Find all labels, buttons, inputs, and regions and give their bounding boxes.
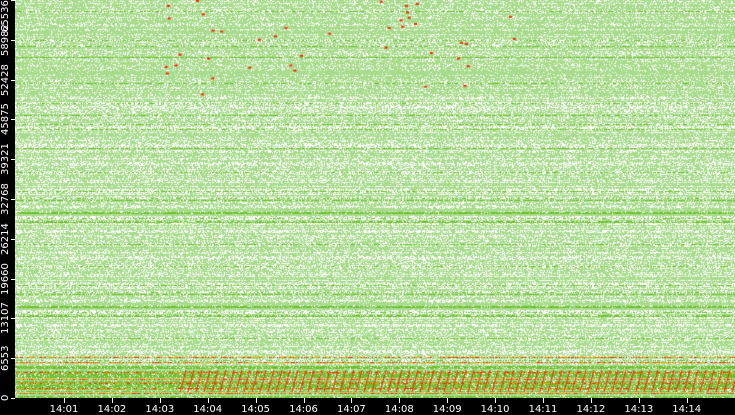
- x-tick-label: 14:01: [49, 404, 79, 415]
- x-tick-label: 14:12: [576, 404, 606, 415]
- y-tick-label: 19660: [0, 262, 11, 295]
- x-tick-mark: [159, 398, 161, 403]
- y-tick-label: 65536: [0, 0, 11, 32]
- x-tick-mark: [207, 398, 209, 403]
- y-tick-label: 0: [0, 394, 11, 401]
- x-tick-mark: [255, 398, 257, 403]
- x-tick-mark: [590, 398, 592, 403]
- x-tick-mark: [111, 398, 113, 403]
- x-tick-label: 14:09: [432, 404, 462, 415]
- y-tick-label: 32768: [0, 183, 11, 215]
- x-tick-label: 14:11: [528, 404, 558, 415]
- x-tick-label: 14:13: [624, 404, 654, 415]
- x-tick-mark: [543, 398, 544, 403]
- y-tick-mark: [11, 199, 15, 200]
- y-tick-mark: [11, 159, 15, 161]
- x-tick-mark: [64, 398, 65, 403]
- x-tick-mark: [495, 398, 497, 403]
- y-tick-label: 13107: [0, 302, 11, 335]
- x-tick-mark: [303, 398, 305, 403]
- x-tick-label: 14:03: [145, 404, 175, 415]
- y-tick-mark: [11, 398, 15, 399]
- x-tick-label: 14:02: [97, 404, 127, 415]
- x-tick-mark: [447, 398, 449, 403]
- x-tick-label: 14:10: [480, 404, 510, 415]
- x-tick-label: 14:08: [384, 404, 414, 415]
- x-tick-mark: [399, 398, 401, 403]
- y-tick-mark: [11, 278, 15, 280]
- y-tick-label: 52428: [0, 63, 11, 96]
- y-tick-mark: [11, 79, 15, 81]
- heatmap-canvas: [15, 0, 735, 398]
- y-tick-label: 45875: [0, 103, 11, 136]
- x-tick-label: 14:14: [672, 404, 702, 415]
- x-tick-label: 14:06: [289, 404, 318, 415]
- x-tick-label: 14:05: [241, 404, 271, 415]
- y-tick-mark: [11, 238, 15, 240]
- y-tick-mark: [11, 119, 15, 121]
- y-tick-mark: [11, 39, 15, 41]
- x-tick-label: 14:04: [193, 404, 223, 415]
- x-tick-mark: [638, 398, 640, 403]
- y-tick-mark: [11, 0, 15, 1]
- y-tick-mark: [11, 358, 15, 360]
- y-tick-label: 6553: [0, 345, 11, 371]
- x-tick-mark: [686, 398, 688, 403]
- x-tick-label: 14:07: [336, 404, 366, 415]
- y-tick-label: 26214: [0, 222, 11, 255]
- y-tick-label: 39321: [0, 143, 11, 176]
- x-tick-mark: [351, 398, 353, 403]
- y-tick-mark: [11, 318, 15, 320]
